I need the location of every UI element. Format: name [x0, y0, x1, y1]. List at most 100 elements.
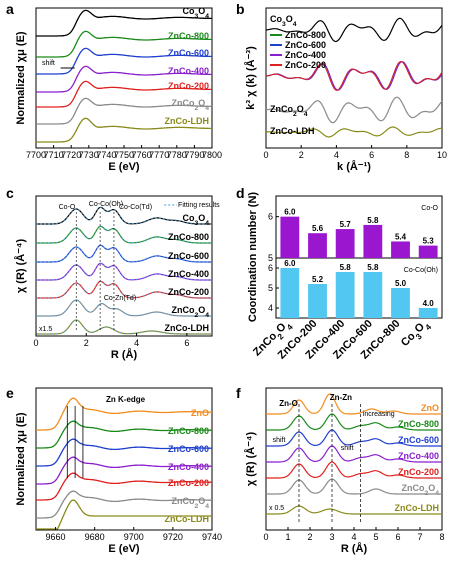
panel-a-curve-znco2o4: [36, 97, 212, 125]
panel-b-series-label-znco-400: ZnCo-400: [285, 50, 326, 60]
panel-c-series-label-znco2o4: ZnCo2O4: [171, 305, 209, 319]
panel-c-curve-znco-200-fit: [36, 280, 212, 299]
panel-b-series-label-znco-ldh: ZnCo-LDH: [270, 126, 315, 136]
panel-b-xtick-label: 8: [404, 150, 409, 160]
panel-f-curve-znco-600: [266, 429, 442, 447]
panel-f-xtick-label: 1: [285, 532, 290, 542]
panel-c-ann-scale: x1.5: [39, 326, 52, 333]
panel-f-series-label-znco-800: ZnCo-800: [398, 419, 439, 429]
panel-d-frame: [275, 195, 443, 259]
panel-e-curve-znco-ldh: [36, 499, 212, 530]
panel-e-series-label-znco-800: ZnCo-800: [168, 426, 209, 436]
panel-f-curve-znco-200: [266, 461, 442, 479]
panel-a-series-label-znco-800: ZnCo-800: [168, 31, 209, 41]
panel-e-series-label-znco-600: ZnCo-600: [168, 444, 209, 454]
panel-c-series-label-znco-800: ZnCo-800: [168, 232, 209, 242]
panel-a-xtick-label: 7720: [61, 150, 81, 160]
panel-e-ylabel: Normalized χμ (E): [15, 412, 27, 505]
panel-a-xtick-label: 7770: [149, 150, 169, 160]
panel-c-ann-co-o: Co-O: [59, 204, 76, 211]
panel-c-xlabel: R (Å): [111, 348, 138, 361]
panel-a-xtick-label: 7740: [96, 150, 116, 160]
panel-f-series-label-zno: ZnO: [421, 403, 439, 413]
panel-b-letter: b: [236, 1, 245, 17]
panel-f-xtick-label: 7: [417, 532, 422, 542]
panel-b-xtick-label: 6: [369, 150, 374, 160]
panel-d-ytick-label: 6: [268, 263, 273, 273]
panel-a-series-label-znco2o4: ZnCo2O4: [171, 98, 209, 112]
panel-d-bar-value-label: 4.0: [423, 299, 435, 308]
panel-d-bar-value-label: 6.0: [284, 208, 296, 217]
panel-c-xtick-label: 0: [33, 338, 38, 348]
panel-d-ytick-label: 5: [268, 283, 273, 293]
panel-a-xlabel: E (eV): [108, 161, 140, 173]
panel-c-curve-znco-600-fit: [36, 244, 212, 263]
panel-d-bar-value-label: 5.6: [312, 224, 324, 233]
panel-e-series-label-znco-400: ZnCo-400: [168, 462, 209, 472]
panel-b-ylabel: k³ χ (k) (Å⁻³): [244, 46, 257, 110]
panel-d-bar-co-o-znco-800: [391, 241, 410, 258]
panel-d-subplot-label-co-o: Co-O: [421, 205, 438, 212]
panel-d-ylabel: Coordination number (N): [247, 192, 259, 322]
panel-a-curve-co3o4: [36, 9, 212, 37]
panel-c-ylabel: χ (R) (Å⁻⁴): [14, 239, 27, 294]
panel-a-xtick-label: 7700: [26, 150, 46, 160]
panel-f-xtick-label: 5: [373, 532, 378, 542]
panel-d-category-label-co3o4: Co3O4: [399, 317, 433, 351]
panel-a-curve-znco-200: [36, 80, 212, 108]
panel-e-xtick-label: 9660: [46, 532, 66, 542]
panel-f-series-label-znco2o4: ZnCo2O4: [401, 483, 439, 497]
panel-b-curve-znco-ldh: [265, 126, 442, 138]
panel-e-xtick-label: 9680: [85, 532, 105, 542]
panel-d-bar-co-o-znco-400: [335, 229, 355, 258]
panel-a-series-label-znco-200: ZnCo-200: [168, 81, 209, 91]
panel-d-bar-value-label: 5.8: [367, 263, 379, 272]
panel-f-series-label-znco-ldh: ZnCo-LDH: [395, 503, 440, 513]
panel-a-curve-znco-800: [36, 30, 212, 58]
panel-b-series-label-znco2o4: ZnCo2O4: [270, 104, 308, 118]
panel-b-series-label-znco-200: ZnCo-200: [285, 60, 326, 70]
panel-a-shift-label: shift: [42, 60, 55, 67]
panel-f-xlabel: R (Å): [341, 542, 368, 555]
panel-a-series-label-co3o4: Co3O4: [182, 6, 209, 20]
panel-f-ann-increasing: increasing: [363, 411, 395, 418]
panel-e-curve-znco2o4: [36, 490, 212, 519]
panel-d-bar-value-label: 5.7: [340, 220, 352, 229]
panel-f-ann-shift-1: shift: [273, 437, 286, 444]
panel-a-xtick-label: 7760: [132, 150, 152, 160]
panel-d-ytick-label: 6: [268, 212, 273, 222]
panel-c-curve-znco-400-fit: [36, 262, 212, 281]
panel-e-curve-znco-400: [36, 456, 212, 485]
panel-d-bar-co-o-znco2o4: [280, 216, 300, 258]
panel-b-xtick-label: 0: [263, 150, 268, 160]
panel-e-xtick-label: 9700: [124, 532, 144, 542]
panel-e-frame: [35, 387, 213, 531]
panel-f-series-label-znco-200: ZnCo-200: [398, 467, 439, 477]
panel-c-xtick-label: 2: [84, 338, 89, 348]
panel-d-bar-value-label: 6.0: [284, 259, 296, 268]
panel-d-bar-value-label: 5.8: [367, 216, 379, 225]
panel-c-series-label-znco-600: ZnCo-600: [168, 251, 209, 261]
panel-c-series-label-znco-400: ZnCo-400: [168, 269, 209, 279]
panel-f-xtick-label: 8: [439, 532, 444, 542]
panel-d-letter: d: [236, 185, 245, 201]
panel-f-ann-scale: x 0.5: [269, 505, 284, 512]
panel-d-bar-value-label: 5.0: [395, 279, 407, 288]
panel-c-ann-co-co-td: Co-Co(Td): [119, 204, 152, 211]
panel-d-bar-co-co-oh-znco-400: [335, 272, 355, 318]
panel-d-bar-co-co-oh-znco2o4: [280, 268, 300, 318]
panel-f-ann-shift-2: shift: [341, 445, 354, 452]
panel-a-curve-znco-400: [36, 65, 212, 93]
panel-b-series-label-co3o4: Co3O4: [270, 14, 297, 28]
panel-c-xtick-label: 4: [134, 338, 139, 348]
panel-c-curve-znco-ldh-fit: [36, 319, 212, 335]
panel-b-curve-znco2o4: [265, 96, 443, 124]
panel-d-bar-co-co-oh-znco-800: [391, 288, 410, 318]
panel-f-curve-znco-800: [266, 413, 442, 431]
panel-f-curve-zno: [266, 393, 442, 415]
panel-b-curve-co3o4: [265, 17, 443, 43]
panel-b-xtick-label: 2: [299, 150, 304, 160]
panel-a-xtick-label: 7780: [167, 150, 187, 160]
panel-d-bar-value-label: 5.2: [312, 275, 324, 284]
